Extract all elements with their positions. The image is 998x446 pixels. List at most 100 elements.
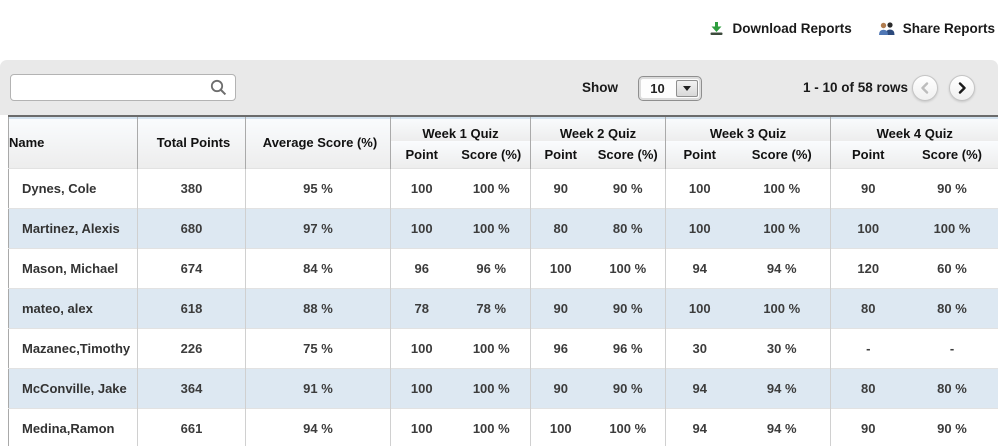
table-header: Name Total Points Average Score (%) Week… — [8, 116, 998, 168]
cell-w3_score: 94 % — [733, 247, 831, 288]
cell-total_points: 680 — [137, 207, 246, 248]
group-header-week-2: Week 2 Quiz — [530, 116, 666, 141]
cell-w4_point: 90 — [830, 167, 906, 208]
caret-down-icon — [683, 86, 691, 91]
column-header-w2-point[interactable]: Point — [530, 141, 591, 168]
cell-w4_score: 90 % — [905, 407, 998, 446]
cell-w1_score: 78 % — [452, 287, 531, 328]
cell-w3_score: 30 % — [733, 327, 831, 368]
cell-w3_point: 100 — [665, 287, 734, 328]
cell-average_score: 75 % — [245, 327, 391, 368]
cell-w1_point: 96 — [390, 247, 453, 288]
cell-w3_point: 100 — [665, 167, 734, 208]
cell-total_points: 661 — [137, 407, 246, 446]
cell-w1_point: 100 — [390, 327, 453, 368]
page-size-value: 10 — [650, 81, 665, 96]
table-body: Dynes, Cole 380 95 % 100 100 % 90 90 % 100 100 %… — [8, 167, 998, 446]
download-reports-button[interactable]: Download Reports — [708, 20, 852, 37]
cell-w2_point: 90 — [530, 367, 591, 408]
page-size-select[interactable]: 10 — [638, 76, 702, 101]
table-toolbar: Show 10 1 - 10 of 58 rows — [0, 60, 998, 115]
chevron-right-icon — [956, 82, 968, 94]
search-icon[interactable] — [209, 78, 228, 97]
cell-name: Dynes, Cole — [8, 167, 138, 208]
cell-w1_point: 100 — [390, 167, 453, 208]
column-header-w4-point[interactable]: Point — [830, 141, 906, 168]
cell-w1_point: 100 — [390, 207, 453, 248]
cell-w2_score: 90 % — [590, 167, 666, 208]
cell-w4_point: - — [830, 327, 906, 368]
cell-w4_point: 80 — [830, 287, 906, 328]
page-size-dropdown-button[interactable] — [676, 80, 698, 97]
cell-w3_point: 94 — [665, 407, 734, 446]
previous-page-button[interactable] — [912, 75, 938, 101]
cell-w3_score: 94 % — [733, 407, 831, 446]
table-row[interactable]: Medina,Ramon 661 94 % 100 100 % 100 100 % 94 94 … — [8, 407, 998, 446]
cell-name: Medina,Ramon — [8, 407, 138, 446]
cell-w3_score: 100 % — [733, 287, 831, 328]
column-header-w3-score[interactable]: Score (%) — [733, 141, 831, 168]
cell-w1_point: 100 — [390, 407, 453, 446]
cell-w1_score: 100 % — [452, 327, 531, 368]
cell-w2_point: 90 — [530, 167, 591, 208]
cell-total_points: 618 — [137, 287, 246, 328]
column-header-w3-point[interactable]: Point — [665, 141, 734, 168]
table-row[interactable]: McConville, Jake 364 91 % 100 100 % 90 90 % 94 9… — [8, 367, 998, 408]
column-header-total-points[interactable]: Total Points — [137, 116, 246, 168]
column-header-average-score[interactable]: Average Score (%) — [245, 116, 391, 168]
group-header-week-4: Week 4 Quiz — [830, 116, 998, 141]
cell-name: Mazanec,Timothy — [8, 327, 138, 368]
column-header-name[interactable]: Name — [8, 116, 138, 168]
cell-w2_point: 96 — [530, 327, 591, 368]
cell-total_points: 226 — [137, 327, 246, 368]
grades-table: Name Total Points Average Score (%) Week… — [8, 115, 998, 446]
cell-w4_score: 60 % — [905, 247, 998, 288]
cell-w1_point: 100 — [390, 367, 453, 408]
table-row[interactable]: Mason, Michael 674 84 % 96 96 % 100 100 % 94 94 … — [8, 247, 998, 288]
search-input[interactable] — [11, 75, 209, 100]
cell-w1_score: 100 % — [452, 407, 531, 446]
table-row[interactable]: Mazanec,Timothy 226 75 % 100 100 % 96 96 % 30 30… — [8, 327, 998, 368]
group-header-week-3: Week 3 Quiz — [665, 116, 831, 141]
cell-w3_point: 94 — [665, 247, 734, 288]
show-label: Show — [582, 80, 618, 95]
cell-name: Mason, Michael — [8, 247, 138, 288]
cell-average_score: 91 % — [245, 367, 391, 408]
cell-total_points: 364 — [137, 367, 246, 408]
cell-w4_score: 100 % — [905, 207, 998, 248]
column-header-w1-score[interactable]: Score (%) — [452, 141, 531, 168]
download-icon — [708, 20, 725, 37]
cell-w2_score: 100 % — [590, 247, 666, 288]
column-header-w2-score[interactable]: Score (%) — [590, 141, 666, 168]
cell-total_points: 674 — [137, 247, 246, 288]
cell-w1_point: 78 — [390, 287, 453, 328]
cell-w3_score: 94 % — [733, 367, 831, 408]
cell-name: Martinez, Alexis — [8, 207, 138, 248]
cell-w2_point: 100 — [530, 247, 591, 288]
cell-w4_point: 90 — [830, 407, 906, 446]
cell-w3_point: 100 — [665, 207, 734, 248]
cell-w2_score: 90 % — [590, 367, 666, 408]
next-page-button[interactable] — [949, 75, 975, 101]
cell-w4_score: 80 % — [905, 367, 998, 408]
column-header-w1-point[interactable]: Point — [390, 141, 453, 168]
pagination-range-text: 1 - 10 of 58 rows — [802, 80, 908, 95]
table-row[interactable]: Martinez, Alexis 680 97 % 100 100 % 80 80 % 100… — [8, 207, 998, 248]
cell-w2_score: 100 % — [590, 407, 666, 446]
group-header-week-1: Week 1 Quiz — [390, 116, 531, 141]
share-reports-button[interactable]: Share Reports — [878, 20, 995, 37]
cell-w1_score: 100 % — [452, 367, 531, 408]
download-reports-label: Download Reports — [732, 21, 852, 36]
share-users-icon — [878, 20, 896, 37]
cell-w4_score: 80 % — [905, 287, 998, 328]
table-row[interactable]: Dynes, Cole 380 95 % 100 100 % 90 90 % 100 100 %… — [8, 167, 998, 208]
cell-average_score: 88 % — [245, 287, 391, 328]
table-row[interactable]: mateo, alex 618 88 % 78 78 % 90 90 % 100 100 % 80… — [8, 287, 998, 328]
cell-w1_score: 100 % — [452, 167, 531, 208]
column-header-w4-score[interactable]: Score (%) — [905, 141, 998, 168]
cell-w4_score: 90 % — [905, 167, 998, 208]
cell-average_score: 94 % — [245, 407, 391, 446]
chevron-left-icon — [919, 82, 931, 94]
share-reports-label: Share Reports — [902, 21, 995, 36]
